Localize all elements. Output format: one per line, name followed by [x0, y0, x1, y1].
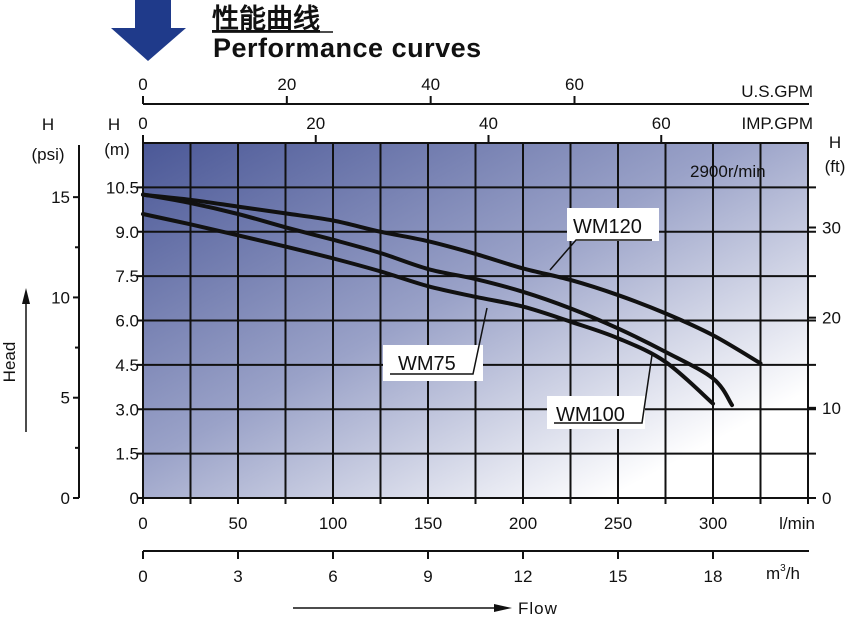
head-label: Head [0, 342, 19, 383]
m3h-tick-label: 12 [514, 567, 533, 586]
x-tick-label: 100 [319, 514, 347, 533]
curve-wm120 [141, 192, 763, 366]
m3h-tick-label: 3 [233, 567, 242, 586]
axes: 01.53.04.56.07.59.010.50 50 100 150 200 250 30… [51, 75, 841, 586]
ft-tick-label: 0 [822, 489, 831, 508]
curves [141, 192, 763, 408]
y-tick-label: 10.5 [106, 178, 139, 197]
ft-label-unit: (ft) [825, 157, 846, 176]
psi-tick-label: 5 [61, 389, 70, 408]
x-tick-label: 150 [414, 514, 442, 533]
curve-wm75 [141, 212, 715, 406]
psi-tick-label: 15 [51, 188, 70, 207]
us-gpm-label: U.S.GPM [741, 82, 813, 101]
m3h-label: m3/h [766, 563, 800, 583]
curve-wm100 [141, 192, 734, 408]
y-tick-label: 4.5 [115, 356, 139, 375]
psi-label-h: H [42, 115, 54, 134]
y-tick-label: 6.0 [115, 312, 139, 331]
imp-gpm-label: IMP.GPM [742, 114, 813, 133]
arrow-head [111, 28, 186, 61]
down-arrow-icon [111, 0, 186, 61]
m3h-tick-label: 18 [704, 567, 723, 586]
label-box [567, 208, 659, 241]
x-tick-label: 250 [604, 514, 632, 533]
y-tick-label: 9.0 [115, 223, 139, 242]
ft-tick-label: 30 [822, 218, 841, 237]
m3h-tick-label: 6 [328, 567, 337, 586]
series-label: WM120 [573, 216, 642, 238]
series-label: WM75 [398, 353, 456, 375]
title-en: Performance curves [213, 33, 482, 63]
x-tick-label: 50 [229, 514, 248, 533]
label-box [383, 345, 483, 381]
us-gpm-tick-label: 60 [565, 75, 584, 94]
m3h-base: m [766, 564, 780, 583]
imp-gpm-tick-label: 20 [306, 114, 325, 133]
y-tick-label: 0 [130, 489, 139, 508]
x-tick-label: 0 [138, 514, 147, 533]
y-tick-label: 7.5 [115, 267, 139, 286]
imp-gpm-tick-label: 0 [138, 114, 147, 133]
ft-tick-label: 20 [822, 309, 841, 328]
m3h-tick-label: 9 [423, 567, 432, 586]
m3h-sup: 3 [780, 563, 786, 574]
imp-gpm-tick-label: 60 [652, 114, 671, 133]
label-wm120: WM120 [549, 208, 659, 271]
psi-tick-label: 10 [51, 288, 70, 307]
flow-label: Flow [518, 599, 558, 617]
us-gpm-tick-label: 0 [138, 75, 147, 94]
psi-tick-label: 0 [61, 489, 70, 508]
psi-label-unit: (psi) [31, 145, 64, 164]
us-gpm-tick-label: 20 [277, 75, 296, 94]
head-axis-title: Head [0, 288, 30, 432]
title-cn: 性能曲线 [212, 3, 320, 34]
ft-tick-label: 10 [822, 399, 841, 418]
y-tick-label: 1.5 [115, 445, 139, 464]
m-label-h: H [108, 115, 120, 134]
m3h-tick-label: 15 [609, 567, 628, 586]
m3h-tail: /h [786, 564, 800, 583]
leader-line [554, 354, 653, 424]
series-label: WM100 [556, 404, 625, 426]
us-gpm-tick-label: 40 [421, 75, 440, 94]
label-wm75: WM75 [383, 307, 488, 381]
ft-label-h: H [829, 133, 841, 152]
m3h-tick-label: 0 [138, 567, 147, 586]
leader-line [390, 307, 488, 375]
x-tick-label: 200 [509, 514, 537, 533]
head-arrow-icon [22, 288, 30, 304]
leader-line [549, 239, 652, 271]
flow-axis-title: Flow [293, 599, 558, 618]
m-label-unit: (m) [104, 140, 129, 159]
x-tick-label: 300 [699, 514, 727, 533]
label-wm100: WM100 [547, 354, 653, 429]
imp-gpm-tick-label: 40 [479, 114, 498, 133]
speed-label: 2900r/min [690, 162, 766, 181]
flow-arrow-icon [494, 604, 512, 612]
lpm-label: l/min [779, 514, 815, 533]
arrow-shaft [135, 0, 171, 28]
y-tick-label: 3.0 [115, 400, 139, 419]
